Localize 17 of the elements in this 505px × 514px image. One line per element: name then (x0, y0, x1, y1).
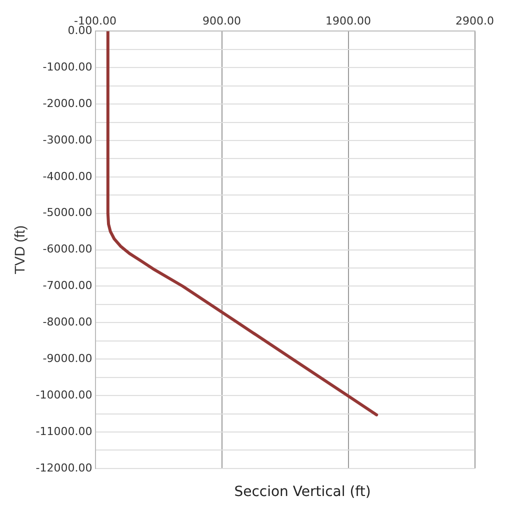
x-tick-label: 900.00 (202, 14, 242, 28)
y-tick-label: -1000.00 (42, 60, 92, 74)
y-tick-label: -12000.00 (36, 461, 92, 474)
y-axis-title: TVD (ft) (11, 225, 28, 274)
y-tick-label: -9000.00 (42, 352, 92, 365)
x-axis-title: Seccion Vertical (ft) (233, 484, 372, 500)
x-tick-label: 1900.00 (326, 14, 372, 28)
y-tick-label: -4000.00 (42, 170, 92, 183)
y-tick-label: -8000.00 (42, 316, 92, 329)
y-tick-label: -10000.00 (36, 388, 92, 402)
y-tick-label: -3000.00 (42, 133, 92, 146)
y-tick-label: -2000.00 (42, 96, 92, 110)
y-tick-label: -5000.00 (42, 206, 92, 220)
y-tick-label: -7000.00 (42, 279, 92, 292)
x-tick-label: 2900.0 (456, 14, 494, 28)
y-tick-label: -6000.00 (42, 242, 92, 256)
y-tick-label: -11000.00 (36, 424, 92, 438)
